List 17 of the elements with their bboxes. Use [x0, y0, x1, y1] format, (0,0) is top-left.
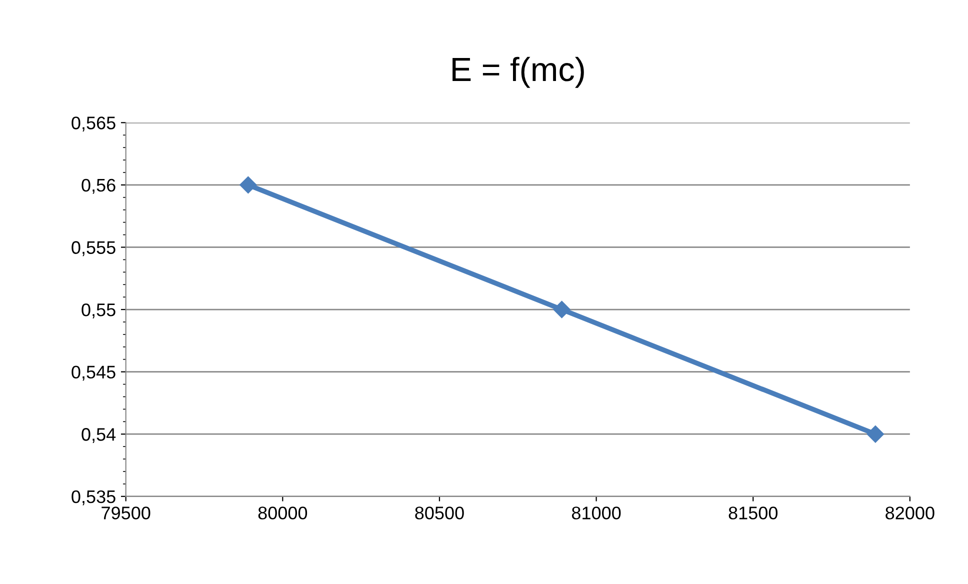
x-tick-label: 82000	[886, 506, 934, 520]
x-tick-label: 80000	[258, 506, 308, 520]
y-tick-label: 0,545	[72, 366, 116, 381]
y-tick-label: 0,55	[82, 303, 116, 318]
x-tick-label: 80500	[415, 506, 464, 520]
point	[240, 176, 257, 194]
point	[866, 426, 884, 443]
x-tick-label: 81500	[728, 506, 778, 520]
y-tick-label: 0,535	[72, 490, 116, 506]
x-tick-label: 81000	[572, 506, 621, 520]
y-tick-label: 0,555	[72, 241, 116, 256]
point	[553, 300, 570, 318]
y-tick-label: 0,54	[82, 428, 116, 443]
y-tick-label: 0,565	[72, 116, 116, 132]
chart-title: E = f(mc)	[452, 56, 584, 88]
y-tick-label: 0,56	[82, 178, 116, 194]
x-tick-label: 79500	[102, 506, 150, 520]
